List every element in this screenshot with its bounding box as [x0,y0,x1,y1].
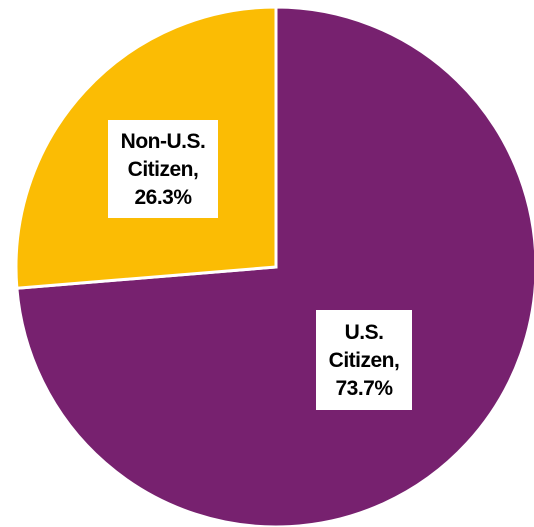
data-label-line: Non-U.S. [121,130,206,153]
data-label-us-citizen: U.S. Citizen, 73.7% [316,310,412,410]
data-label-box [316,310,412,410]
data-label-line: Citizen, [128,158,199,181]
data-label-non-us-citizen: Non-U.S. Citizen, 26.3% [108,120,218,218]
data-label-line: Citizen, [329,349,400,372]
pie-slices [14,5,534,527]
data-label-line: U.S. [345,321,384,344]
pie-data-labels: U.S. Citizen, 73.7% Non-U.S. Citizen, 26.3% [108,120,412,410]
data-label-line: 73.7% [335,377,393,400]
data-label-box [108,120,218,218]
data-label-line: 26.3% [134,186,192,209]
